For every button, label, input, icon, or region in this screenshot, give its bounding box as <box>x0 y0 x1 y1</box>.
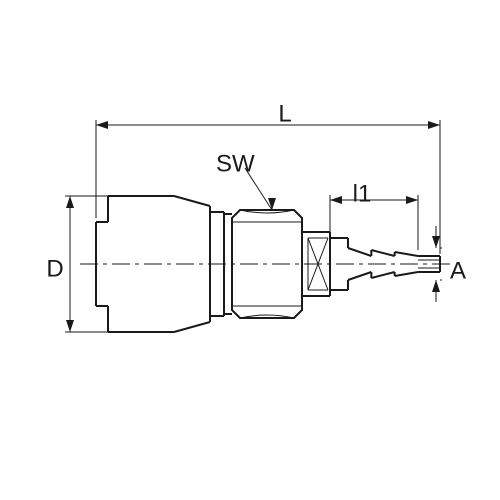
dim-label: D <box>46 255 63 282</box>
dim-label: A <box>450 257 466 284</box>
dim-label: SW <box>216 150 255 177</box>
dim-label: L <box>278 100 291 127</box>
technical-drawing: Ll1 SW D A <box>0 0 500 500</box>
dim-label: l1 <box>353 180 372 207</box>
